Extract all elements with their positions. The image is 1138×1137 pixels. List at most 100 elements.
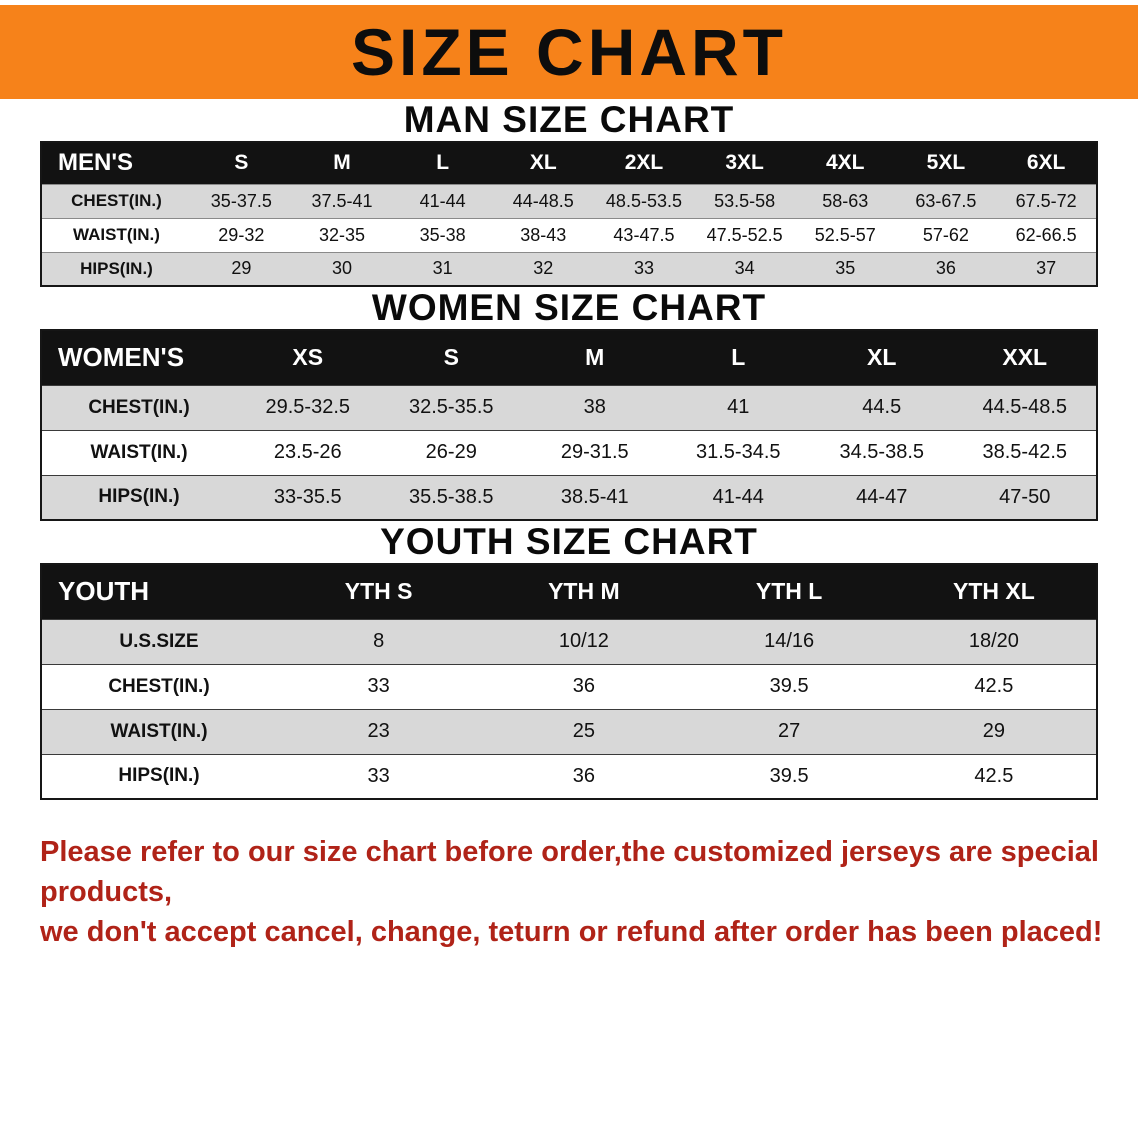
women-row-label: CHEST(IN.): [41, 384, 236, 430]
men-cell-value: 32-35: [291, 217, 393, 252]
men-cell-value: 37: [996, 251, 1097, 286]
men-size-column-header: 6XL: [996, 142, 1097, 184]
women-cell-value: 29-31.5: [523, 429, 667, 475]
women-cell-value: 23.5-26: [236, 429, 380, 475]
men-row-label: CHEST(IN.): [41, 183, 191, 218]
women-size-column-header: M: [523, 330, 667, 385]
men-cell-value: 67.5-72: [996, 183, 1097, 218]
women-header-row: WOMEN'S XS S M L XL XXL: [41, 330, 1097, 385]
men-cell-value: 29-32: [191, 217, 292, 252]
women-cell-value: 38.5-42.5: [953, 429, 1097, 475]
men-cell-value: 48.5-53.5: [593, 183, 695, 218]
women-table-label: WOMEN'S: [41, 330, 236, 385]
men-table-row: CHEST(IN.) 35-37.5 37.5-41 41-44 44-48.5 48.5…: [41, 183, 1097, 218]
men-size-column-header: 5XL: [895, 142, 997, 184]
women-cell-value: 31.5-34.5: [666, 429, 810, 475]
youth-size-table: YOUTH YTH S YTH M YTH L YTH XL U.S.SIZE 8 10/1…: [40, 563, 1098, 800]
youth-cell-value: 14/16: [686, 618, 892, 664]
youth-cell-value: 10/12: [481, 618, 687, 664]
men-table-head: MEN'S S M L XL 2XL 3XL 4XL 5XL 6XL: [41, 142, 1097, 184]
women-size-column-header: XXL: [953, 330, 1097, 385]
youth-cell-value: 29: [891, 708, 1097, 754]
youth-table-label: YOUTH: [41, 564, 276, 619]
youth-row-label: CHEST(IN.): [41, 663, 276, 709]
men-cell-value: 36: [895, 251, 997, 286]
disclaimer-text: Please refer to our size chart before or…: [40, 832, 1138, 952]
men-size-column-header: 4XL: [794, 142, 896, 184]
women-table-head: WOMEN'S XS S M L XL XXL: [41, 330, 1097, 385]
women-cell-value: 35.5-38.5: [379, 474, 523, 520]
youth-cell-value: 36: [481, 663, 687, 709]
youth-header-row: YOUTH YTH S YTH M YTH L YTH XL: [41, 564, 1097, 619]
women-section-heading: WOMEN SIZE CHART: [371, 287, 767, 328]
men-size-column-header: S: [191, 142, 292, 184]
size-chart-banner: SIZE CHART: [0, 5, 1138, 99]
youth-size-column-header: YTH M: [481, 564, 687, 619]
men-cell-value: 33: [593, 251, 695, 286]
youth-table-body: U.S.SIZE 8 10/12 14/16 18/20 CHEST(IN.) 33 36 39…: [41, 618, 1097, 799]
men-size-column-header: M: [291, 142, 393, 184]
women-size-column-header: L: [666, 330, 810, 385]
men-cell-value: 41-44: [392, 183, 493, 218]
women-cell-value: 29.5-32.5: [236, 384, 380, 430]
men-cell-value: 35-38: [392, 217, 493, 252]
youth-table-row: U.S.SIZE 8 10/12 14/16 18/20: [41, 618, 1097, 664]
women-size-column-header: XS: [236, 330, 380, 385]
youth-size-column-header: YTH S: [276, 564, 482, 619]
women-table-body: CHEST(IN.) 29.5-32.5 32.5-35.5 38 41 44.5 44.5…: [41, 384, 1097, 520]
men-cell-value: 58-63: [794, 183, 896, 218]
youth-cell-value: 8: [276, 618, 482, 664]
women-cell-value: 41: [666, 384, 810, 430]
youth-cell-value: 42.5: [891, 753, 1097, 799]
men-cell-value: 34: [694, 251, 795, 286]
men-size-column-header: 2XL: [593, 142, 695, 184]
men-header-row: MEN'S S M L XL 2XL 3XL 4XL 5XL 6XL: [41, 142, 1097, 184]
men-table-row: WAIST(IN.) 29-32 32-35 35-38 38-43 43-47.5 47.…: [41, 217, 1097, 252]
men-cell-value: 52.5-57: [794, 217, 896, 252]
men-cell-value: 35-37.5: [191, 183, 292, 218]
youth-cell-value: 23: [276, 708, 482, 754]
women-size-column-header: XL: [810, 330, 954, 385]
women-row-label: HIPS(IN.): [41, 474, 236, 520]
men-cell-value: 29: [191, 251, 292, 286]
men-section-heading: MAN SIZE CHART: [403, 99, 735, 140]
youth-row-label: U.S.SIZE: [41, 618, 276, 664]
men-cell-value: 63-67.5: [895, 183, 997, 218]
men-size-column-header: XL: [492, 142, 594, 184]
youth-row-label: WAIST(IN.): [41, 708, 276, 754]
youth-cell-value: 42.5: [891, 663, 1097, 709]
youth-section-heading: YOUTH SIZE CHART: [380, 521, 758, 562]
men-table-label: MEN'S: [41, 142, 191, 184]
youth-cell-value: 27: [686, 708, 892, 754]
men-cell-value: 30: [291, 251, 393, 286]
men-cell-value: 31: [392, 251, 493, 286]
men-table-body: CHEST(IN.) 35-37.5 37.5-41 41-44 44-48.5 48.5…: [41, 183, 1097, 286]
men-row-label: HIPS(IN.): [41, 251, 191, 286]
men-cell-value: 38-43: [492, 217, 594, 252]
women-table-row: CHEST(IN.) 29.5-32.5 32.5-35.5 38 41 44.5 44.5…: [41, 384, 1097, 430]
men-cell-value: 57-62: [895, 217, 997, 252]
youth-table-row: CHEST(IN.) 33 36 39.5 42.5: [41, 663, 1097, 709]
disclaimer-line-2: we don't accept cancel, change, teturn o…: [40, 916, 1103, 949]
men-table-row: HIPS(IN.) 29 30 31 32 33 34 35 36 37: [41, 251, 1097, 286]
youth-cell-value: 33: [276, 753, 482, 799]
men-row-label: WAIST(IN.): [41, 217, 191, 252]
youth-table-row: WAIST(IN.) 23 25 27 29: [41, 708, 1097, 754]
men-cell-value: 62-66.5: [996, 217, 1097, 252]
women-cell-value: 38: [523, 384, 667, 430]
youth-cell-value: 33: [276, 663, 482, 709]
women-cell-value: 41-44: [666, 474, 810, 520]
men-cell-value: 43-47.5: [593, 217, 695, 252]
youth-table-head: YOUTH YTH S YTH M YTH L YTH XL: [41, 564, 1097, 619]
women-cell-value: 33-35.5: [236, 474, 380, 520]
women-cell-value: 34.5-38.5: [810, 429, 954, 475]
women-cell-value: 44.5: [810, 384, 954, 430]
men-cell-value: 47.5-52.5: [694, 217, 795, 252]
men-cell-value: 32: [492, 251, 594, 286]
men-cell-value: 53.5-58: [694, 183, 795, 218]
women-row-label: WAIST(IN.): [41, 429, 236, 475]
youth-cell-value: 36: [481, 753, 687, 799]
disclaimer-line-1: Please refer to our size chart before or…: [40, 836, 1099, 909]
men-size-column-header: L: [392, 142, 493, 184]
women-table-row: HIPS(IN.) 33-35.5 35.5-38.5 38.5-41 41-44 44-…: [41, 474, 1097, 520]
